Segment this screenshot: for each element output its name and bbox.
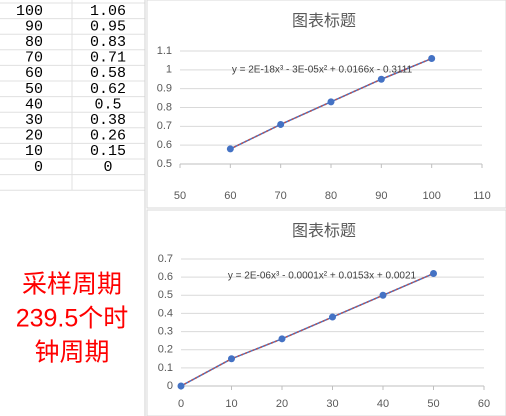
x-tick-label: 70 (275, 190, 287, 202)
x-tick-label: 10 (225, 398, 237, 410)
x-tick-label: 50 (174, 190, 186, 202)
point (428, 55, 436, 63)
y-tick-label: 0.1 (158, 362, 173, 374)
point (430, 270, 437, 278)
cell: 100 (16, 3, 43, 20)
y-tick-label: 0.7 (157, 120, 172, 132)
point (228, 355, 235, 363)
cell: 50 (25, 81, 43, 98)
cell: 40 (25, 96, 43, 113)
note-line: 采样周期 (22, 271, 122, 299)
cell: 80 (25, 34, 43, 51)
x-tick-label: 100 (422, 190, 440, 202)
trendline-label: y = 2E-06x³ - 0.0001x² + 0.0153x + 0.002… (228, 271, 417, 282)
x-tick-label: 20 (276, 398, 288, 410)
note-line: 钟周期 (34, 339, 109, 367)
y-tick-label: 0.6 (157, 139, 172, 151)
chart-title: 图表标题 (292, 12, 356, 30)
cell: 0.95 (90, 18, 126, 35)
y-tick-label: 0 (167, 380, 173, 392)
y-tick-label: 0.7 (158, 253, 173, 265)
series-line (180, 272, 434, 387)
point (177, 382, 185, 390)
chart-title: 图表标题 (292, 222, 356, 240)
x-tick-label: 30 (326, 398, 338, 410)
cell: 1.06 (90, 3, 126, 20)
y-tick-label: 0.8 (157, 101, 172, 113)
cell: 30 (25, 112, 43, 129)
cell: 0.83 (90, 34, 126, 51)
cell: 0.5 (94, 96, 121, 113)
x-tick-label: 60 (224, 190, 236, 202)
cell: 0.58 (90, 65, 126, 82)
y-tick-label: 1.1 (157, 45, 172, 57)
y-tick-label: 0.5 (157, 158, 172, 170)
trendline-label: y = 2E-18x³ - 3E-05x² + 0.0166x - 0.3111 (232, 65, 413, 76)
x-tick-label: 50 (427, 398, 439, 410)
point (377, 75, 385, 83)
point (226, 145, 234, 153)
trendline (230, 57, 432, 150)
cell: 60 (25, 65, 43, 82)
point (327, 98, 335, 106)
cell: 0.26 (90, 128, 126, 145)
cell: 10 (25, 143, 43, 160)
cell: 0.15 (90, 143, 126, 160)
y-tick-label: 0.9 (157, 83, 172, 95)
point (278, 335, 286, 343)
point (329, 313, 336, 321)
point (277, 120, 285, 128)
y-tick-label: 0.4 (158, 307, 173, 319)
cell: 0 (34, 159, 43, 176)
y-tick-label: 0.3 (158, 325, 173, 337)
x-tick-label: 110 (473, 190, 491, 202)
y-tick-label: 0.2 (158, 344, 173, 356)
point (379, 291, 387, 299)
y-tick-label: 1 (166, 64, 172, 76)
cell: 0.62 (90, 81, 126, 98)
cell: 20 (25, 128, 43, 145)
y-tick-label: 0.6 (158, 271, 173, 283)
x-tick-label: 40 (377, 398, 389, 410)
note-line: 239.5个时 (16, 305, 129, 333)
cell: 0.38 (90, 112, 126, 129)
x-tick-label: 60 (478, 398, 490, 410)
y-tick-label: 0.5 (158, 289, 173, 301)
cell: 90 (25, 18, 43, 35)
x-tick-label: 90 (375, 190, 387, 202)
x-tick-label: 80 (325, 190, 337, 202)
cell: 0.71 (90, 50, 126, 67)
x-tick-label: 0 (178, 398, 184, 410)
cell: 70 (25, 50, 43, 67)
cell: 0 (103, 159, 112, 176)
